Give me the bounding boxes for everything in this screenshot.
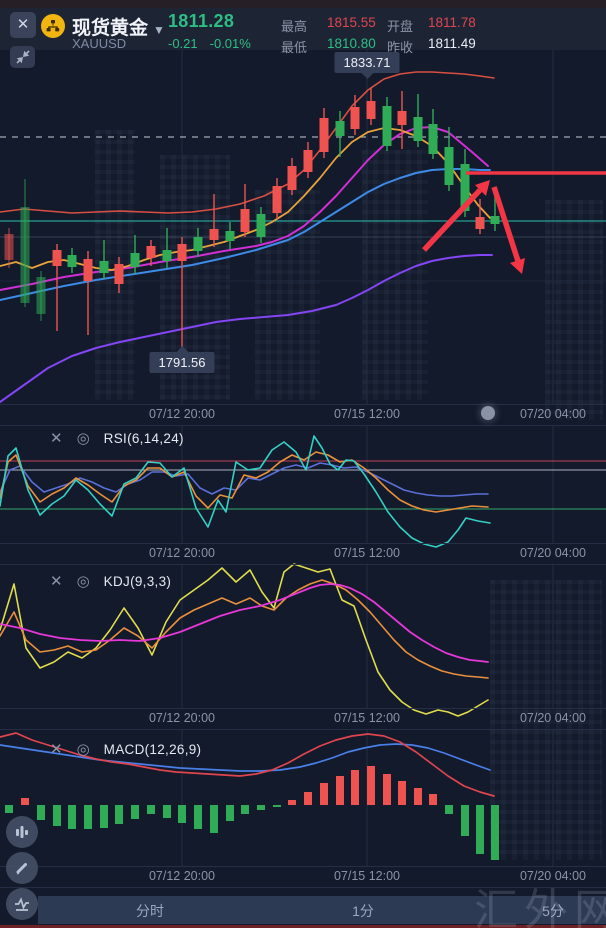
stat-value-prevclose: 1811.49 [428,36,476,51]
city-watermark [362,150,428,400]
close-icon[interactable]: ✕ [50,573,63,590]
time-tick: 07/15 12:00 [333,869,401,883]
city-watermark [545,200,603,420]
timeframe-tabbar: 分时 1分 5分 [38,896,606,924]
rsi-time-axis: 07/12 20:00 07/15 12:00 07/20 04:00 [0,543,606,565]
symbol-name-text: 现货黄金 [72,18,149,39]
stat-value-low: 1810.80 [327,36,376,51]
chevron-down-icon: ▼ [153,23,165,37]
kdj-panel-header: ✕ ◎ KDJ(9,3,3) [50,572,171,590]
time-tick: 07/12 20:00 [148,407,216,421]
time-tick: 07/12 20:00 [148,546,216,560]
scroll-to-latest-button[interactable] [481,406,495,420]
macd-label: MACD(12,26,9) [103,741,202,757]
stat-label-open: 开盘 [387,19,414,34]
change-value: -0.21 [168,36,198,51]
stat-label-prevclose: 昨收 [387,40,414,55]
quote-header [0,8,606,50]
city-watermark [255,190,320,400]
draw-tool-button[interactable] [6,852,38,884]
macd-panel-header: ✕ ◎ MACD(12,26,9) [50,740,201,758]
kdj-label: KDJ(9,3,3) [103,573,172,589]
stat-value-open: 1811.78 [428,15,476,30]
time-tick: 07/12 20:00 [148,869,216,883]
gear-icon[interactable]: ◎ [76,430,90,447]
gear-icon[interactable]: ◎ [76,573,90,590]
time-tick: 07/20 04:00 [519,546,587,560]
time-tick: 07/20 04:00 [519,407,587,421]
rsi-label: RSI(6,14,24) [103,430,184,446]
time-tick: 07/15 12:00 [333,407,401,421]
stat-value-high: 1815.55 [327,15,376,30]
collapse-icon[interactable] [10,46,35,68]
time-tick: 07/20 04:00 [519,869,587,883]
close-icon[interactable]: ✕ [50,430,63,447]
main-time-axis: 07/12 20:00 07/15 12:00 07/20 04:00 [0,404,606,426]
stat-label-high: 最高 [281,19,308,34]
close-icon[interactable]: ✕ [50,741,63,758]
gear-icon[interactable]: ◎ [76,741,90,758]
window-top-strip [0,0,606,8]
tab-timeshare[interactable]: 分时 [136,903,164,919]
kdj-time-axis: 07/12 20:00 07/15 12:00 07/20 04:00 [0,708,606,730]
high-price-callout: 1833.71 [334,52,400,79]
tab-1min[interactable]: 1分 [352,903,374,919]
close-chart-button[interactable]: ✕ [10,12,36,38]
stat-label-low: 最低 [281,40,308,55]
bottom-accent-line [0,925,606,928]
indicator-button[interactable] [6,888,38,920]
time-tick: 07/15 12:00 [333,546,401,560]
low-price-callout: 1791.56 [149,346,215,373]
tab-5min[interactable]: 5分 [542,903,564,919]
city-watermark [95,130,135,400]
macd-time-axis: 07/12 20:00 07/15 12:00 07/20 04:00 [0,866,606,888]
site-watermark: 汇外网 [474,886,606,928]
time-tick: 07/12 20:00 [148,711,216,725]
symbol-code: XAUUSD [72,36,127,51]
gold-symbol-icon [41,14,65,38]
city-watermark [490,580,602,860]
time-tick: 07/15 12:00 [333,711,401,725]
symbol-name[interactable]: 现货黄金 ▼ [72,13,165,40]
price-change: -0.21 -0.01% [168,36,263,51]
change-percent: -0.01% [209,36,251,51]
last-price: 1811.28 [168,11,235,31]
time-tick: 07/20 04:00 [519,711,587,725]
rsi-panel-header: ✕ ◎ RSI(6,14,24) [50,429,184,447]
chart-style-button[interactable] [6,816,38,848]
